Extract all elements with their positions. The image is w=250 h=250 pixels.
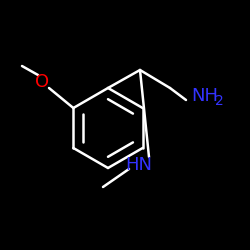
Text: NH: NH	[191, 87, 218, 105]
Text: HN: HN	[126, 156, 152, 174]
Text: O: O	[35, 73, 49, 91]
Text: 2: 2	[215, 94, 224, 108]
